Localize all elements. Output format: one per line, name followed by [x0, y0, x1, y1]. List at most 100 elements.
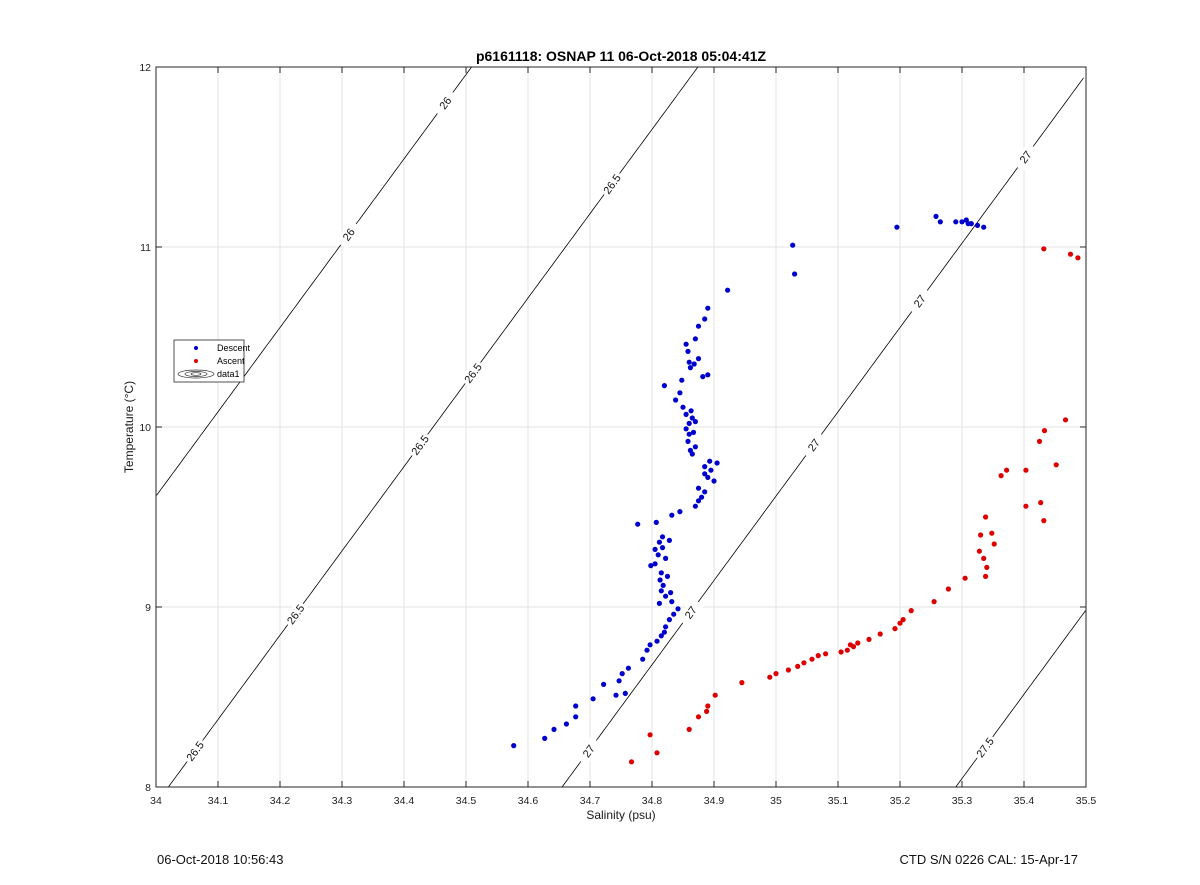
- isopycnal-26-line: [156, 66, 472, 496]
- descent-point: [640, 656, 646, 662]
- y-axis-label: Temperature (°C): [122, 381, 136, 473]
- descent-point: [680, 404, 686, 410]
- descent-point: [619, 671, 625, 677]
- ascent-point: [1004, 467, 1010, 473]
- descent-point: [702, 464, 708, 470]
- descent-point: [685, 438, 691, 444]
- ascent-point: [1036, 438, 1043, 444]
- descent-point: [711, 478, 717, 484]
- ascent-point: [1038, 500, 1044, 506]
- ascent-point: [908, 608, 914, 614]
- ascent-point: [1053, 462, 1059, 468]
- isopycnal-27-line: [561, 77, 1084, 788]
- x-tick-label: 34.1: [208, 795, 229, 807]
- contour-label: 27: [683, 605, 700, 622]
- ascent-point: [628, 759, 635, 765]
- ascent-point: [877, 631, 883, 637]
- descent-point: [659, 534, 666, 540]
- descent-point: [700, 374, 706, 380]
- descent-point: [663, 624, 669, 630]
- descent-point: [673, 397, 679, 403]
- x-tick-label: 35.5: [1076, 795, 1097, 807]
- ascent-point: [850, 644, 857, 650]
- legend-ascent-label: Ascent: [217, 356, 245, 366]
- contour-label-background: [459, 358, 487, 388]
- descent-point: [687, 447, 694, 453]
- x-tick-label: 35.3: [952, 795, 973, 807]
- ascent-point: [704, 708, 710, 715]
- ascent-point: [991, 541, 997, 547]
- x-tick-label: 34.4: [394, 795, 415, 807]
- descent-point: [601, 681, 607, 688]
- descent-point: [688, 408, 694, 414]
- contour-label-background: [575, 736, 602, 766]
- ascent-point: [1041, 518, 1047, 524]
- contour-label-background: [677, 597, 704, 628]
- ascent-point: [998, 473, 1004, 479]
- ascent-point: [823, 651, 829, 657]
- x-tick-label: 34.7: [580, 795, 601, 807]
- descent-point: [663, 555, 669, 562]
- descent-point: [981, 224, 987, 230]
- contour-label: 27: [806, 437, 823, 454]
- descent-point: [648, 563, 654, 569]
- descent-point: [590, 696, 596, 702]
- descent-point: [625, 665, 632, 671]
- descent-point: [660, 582, 666, 589]
- descent-point: [705, 474, 711, 480]
- x-tick-label: 35.1: [828, 795, 849, 807]
- descent-point: [654, 638, 660, 644]
- descent-point: [613, 692, 619, 698]
- descent-point: [551, 726, 557, 733]
- chart-title: p6161118: OSNAP 11 06-Oct-2018 05:04:41Z: [476, 48, 766, 64]
- contour-label-background: [431, 88, 459, 118]
- x-tick-label: 34.9: [704, 795, 725, 807]
- ascent-point: [739, 680, 745, 686]
- descent-point: [657, 577, 663, 583]
- ascent-point: [983, 514, 989, 520]
- contour-label: 27: [1018, 149, 1035, 166]
- y-tick-label: 9: [145, 602, 151, 614]
- ascent-point: [983, 573, 989, 580]
- ascent-point: [866, 636, 872, 643]
- ascent-point: [809, 656, 815, 662]
- ascent-point: [1023, 503, 1029, 509]
- descent-point: [655, 552, 661, 558]
- axis-ticks: 34 34.1 34.2 34.3 34.4 34.5 34.6 34.7 34.8 34.9 35…: [139, 62, 1096, 807]
- descent-point: [692, 503, 699, 509]
- ascent-point: [1023, 467, 1029, 473]
- ascent-point: [844, 647, 850, 653]
- descent-point: [790, 242, 796, 248]
- descent-point: [658, 570, 664, 576]
- ascent-point: [767, 674, 773, 680]
- descent-point: [658, 588, 664, 594]
- ascent-point: [695, 714, 702, 720]
- legend[interactable]: Descent Ascent data1: [173, 339, 251, 383]
- ascent-point: [795, 663, 801, 670]
- legend-contour-icon: [177, 369, 215, 379]
- descent-point: [671, 611, 677, 617]
- footer-instrument-info: CTD S/N 0226 CAL: 15-Apr-17: [899, 852, 1078, 867]
- descent-point: [968, 221, 974, 227]
- descent-point: [679, 377, 685, 383]
- descent-point: [511, 743, 517, 749]
- descent-point: [661, 383, 668, 389]
- contour-label-background: [971, 732, 999, 763]
- ascent-point: [1041, 246, 1047, 252]
- x-tick-label: 34.3: [332, 795, 353, 807]
- ascent-point: [686, 726, 692, 733]
- contour-label-background: [335, 219, 362, 250]
- descent-point: [690, 429, 697, 435]
- x-tick-label: 34.8: [642, 795, 663, 807]
- descent-point: [702, 471, 708, 477]
- descent-point: [669, 599, 675, 605]
- contour-label: 27: [581, 743, 598, 760]
- descent-point: [652, 561, 658, 567]
- ascent-point: [976, 548, 983, 554]
- descent-point: [695, 485, 702, 491]
- contour-label: 27: [912, 293, 929, 310]
- ascent-point: [984, 564, 990, 571]
- descent-point: [707, 458, 713, 464]
- x-tick-label: 34: [150, 795, 162, 807]
